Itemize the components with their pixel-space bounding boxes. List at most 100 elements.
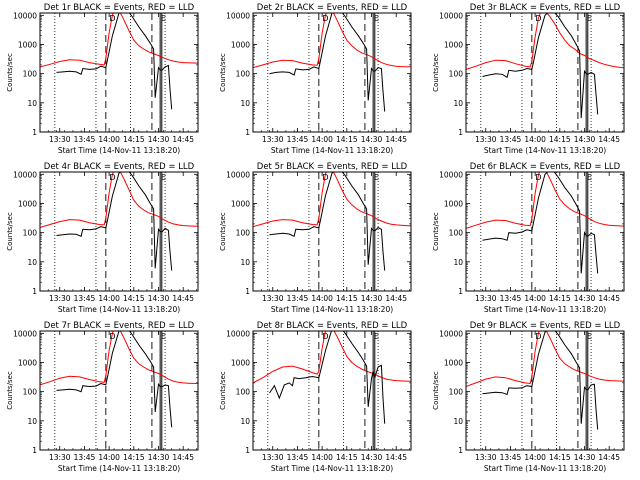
events-series-line	[482, 13, 599, 119]
y-tick-label: 1000	[18, 199, 37, 208]
events-series-line	[269, 172, 386, 271]
attenuator-state-label: D	[109, 332, 115, 341]
y-tick-label: 10	[453, 258, 463, 267]
lld-series-line	[253, 172, 411, 228]
y-tick-label: 1	[32, 287, 37, 296]
x-tick-label: 14:30	[361, 294, 383, 303]
x-tick-label: 14:30	[574, 294, 596, 303]
y-tick-label: 100	[449, 388, 464, 397]
chart-title: Det 6r BLACK = Events, RED = LLD	[470, 162, 621, 172]
y-tick-label: 100	[236, 229, 251, 238]
y-tick-label: 1000	[444, 40, 463, 49]
chart-panel-6: Det 6r BLACK = Events, RED = LLD Counts/s…	[432, 162, 625, 314]
y-tick-label: 10000	[13, 329, 37, 338]
chart-title: Det 4r BLACK = Events, RED = LLD	[44, 162, 195, 172]
y-tick-label: 1000	[18, 358, 37, 367]
chart-title: Det 3r BLACK = Events, RED = LLD	[470, 3, 621, 13]
x-tick-label: 13:45	[287, 294, 309, 303]
attenuator-state-label: D	[322, 14, 328, 23]
y-tick-label: 10000	[226, 329, 250, 338]
x-tick-label: 13:45	[500, 453, 522, 462]
x-tick-label: 14:00	[98, 135, 120, 144]
attenuator-state-label: D	[322, 173, 328, 182]
x-tick-label: 14:15	[123, 453, 145, 462]
y-tick-label: 10000	[439, 11, 463, 20]
x-axis-label: Start Time (14-Nov-11 13:18:20)	[58, 305, 180, 314]
chart-title: Det 2r BLACK = Events, RED = LLD	[257, 3, 408, 13]
plot-frame	[465, 171, 625, 292]
x-tick-label: 14:45	[385, 294, 407, 303]
x-tick-label: 14:00	[524, 135, 546, 144]
chart-title: Det 9r BLACK = Events, RED = LLD	[470, 321, 621, 331]
chart-panel-1: Det 1r BLACK = Events, RED = LLD Counts/s…	[6, 3, 199, 155]
y-tick-label: 10000	[226, 11, 250, 20]
lld-series-line	[466, 172, 624, 229]
events-series-line	[269, 331, 386, 424]
y-tick-label: 1	[458, 128, 463, 137]
chart-title: Det 1r BLACK = Events, RED = LLD	[44, 3, 195, 13]
events-series-line	[482, 172, 599, 274]
x-tick-label: 14:00	[98, 294, 120, 303]
events-series-line	[56, 331, 173, 428]
plot-frame	[39, 171, 199, 292]
y-tick-label: 100	[23, 229, 38, 238]
lld-series-line	[40, 331, 198, 386]
x-tick-label: 13:30	[49, 294, 71, 303]
x-axis-label: Start Time (14-Nov-11 13:18:20)	[484, 464, 606, 473]
y-axis-label: Counts/sec	[432, 212, 440, 251]
attenuator-state-label: E	[161, 173, 166, 182]
lld-series-line	[466, 13, 624, 70]
attenuator-state-label: D	[322, 332, 328, 341]
x-tick-label: 13:45	[287, 453, 309, 462]
y-tick-label: 10	[453, 99, 463, 108]
x-tick-label: 14:30	[148, 294, 170, 303]
x-tick-label: 13:45	[74, 453, 96, 462]
x-axis-label: Start Time (14-Nov-11 13:18:20)	[484, 146, 606, 155]
attenuator-state-label: E	[587, 173, 592, 182]
y-axis-label: Counts/sec	[219, 53, 227, 92]
y-axis-label: Counts/sec	[6, 212, 14, 251]
attenuator-state-label: E	[161, 14, 166, 23]
y-tick-label: 10000	[13, 11, 37, 20]
x-tick-label: 13:30	[475, 453, 497, 462]
x-tick-label: 14:00	[524, 453, 546, 462]
events-series-line	[56, 13, 173, 110]
y-tick-label: 10	[27, 417, 37, 426]
y-tick-label: 10	[27, 258, 37, 267]
plot-frame	[252, 171, 412, 292]
lld-series-line	[253, 331, 411, 384]
x-tick-label: 14:30	[574, 135, 596, 144]
x-axis-label: Start Time (14-Nov-11 13:18:20)	[271, 146, 393, 155]
x-tick-label: 14:15	[336, 135, 358, 144]
x-tick-label: 14:30	[361, 135, 383, 144]
x-tick-label: 13:45	[74, 135, 96, 144]
y-tick-label: 1	[245, 128, 250, 137]
y-tick-label: 1000	[444, 358, 463, 367]
y-tick-label: 10000	[226, 170, 250, 179]
x-tick-label: 14:45	[598, 135, 620, 144]
x-tick-label: 13:30	[262, 135, 284, 144]
x-tick-label: 14:00	[311, 135, 333, 144]
x-tick-label: 13:30	[475, 135, 497, 144]
attenuator-state-label: E	[374, 173, 379, 182]
plot-frame	[39, 12, 199, 133]
attenuator-state-label: D	[109, 173, 115, 182]
chart-panel-8: Det 8r BLACK = Events, RED = LLD Counts/s…	[219, 321, 412, 473]
lld-series-line	[40, 172, 198, 228]
y-tick-label: 100	[23, 70, 38, 79]
y-tick-label: 1	[245, 287, 250, 296]
x-tick-label: 14:15	[123, 294, 145, 303]
x-tick-label: 14:45	[172, 453, 194, 462]
x-axis-label: Start Time (14-Nov-11 13:18:20)	[271, 464, 393, 473]
attenuator-state-label: E	[374, 332, 379, 341]
y-tick-label: 10	[240, 258, 250, 267]
attenuator-state-label: D	[535, 332, 541, 341]
y-tick-label: 10	[27, 99, 37, 108]
x-tick-label: 14:45	[172, 135, 194, 144]
y-tick-label: 100	[236, 388, 251, 397]
y-tick-label: 10	[453, 417, 463, 426]
x-tick-label: 14:15	[336, 294, 358, 303]
x-tick-label: 14:30	[574, 453, 596, 462]
y-tick-label: 10	[240, 99, 250, 108]
